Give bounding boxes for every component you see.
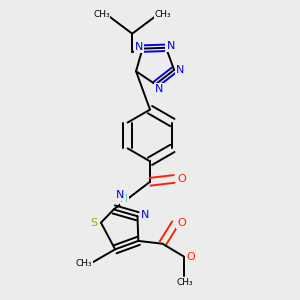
Text: O: O [177, 218, 186, 228]
Text: H: H [121, 194, 128, 204]
Text: N: N [154, 84, 163, 94]
Text: N: N [176, 65, 184, 75]
Text: N: N [167, 41, 175, 51]
Text: N: N [116, 190, 125, 200]
Text: O: O [177, 174, 186, 184]
Text: CH₃: CH₃ [93, 10, 110, 19]
Text: N: N [134, 42, 143, 52]
Text: N: N [140, 210, 149, 220]
Text: CH₃: CH₃ [76, 259, 92, 268]
Text: CH₃: CH₃ [155, 10, 171, 19]
Text: CH₃: CH₃ [177, 278, 194, 287]
Text: S: S [90, 218, 98, 228]
Text: O: O [187, 251, 195, 262]
